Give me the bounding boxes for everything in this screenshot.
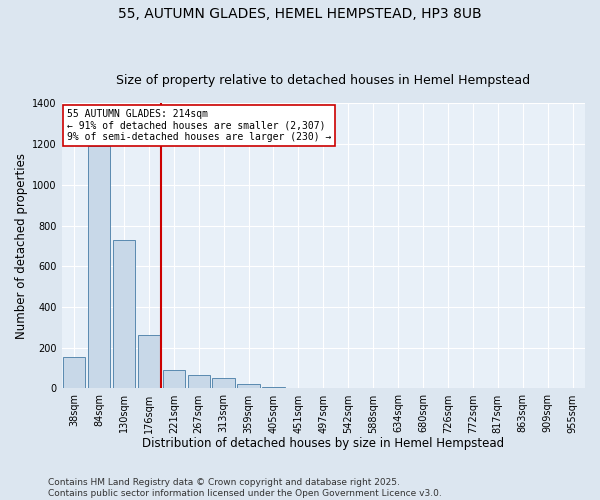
Text: 55, AUTUMN GLADES, HEMEL HEMPSTEAD, HP3 8UB: 55, AUTUMN GLADES, HEMEL HEMPSTEAD, HP3 … [118, 8, 482, 22]
Bar [238, 384, 260, 388]
Bar [113, 240, 135, 388]
Bar [63, 357, 85, 388]
Bar [163, 370, 185, 388]
Bar [137, 334, 160, 388]
Bar [212, 378, 235, 388]
Bar [188, 375, 210, 388]
Text: 55 AUTUMN GLADES: 214sqm
← 91% of detached houses are smaller (2,307)
9% of semi: 55 AUTUMN GLADES: 214sqm ← 91% of detach… [67, 109, 331, 142]
Bar [88, 146, 110, 388]
Text: Contains HM Land Registry data © Crown copyright and database right 2025.
Contai: Contains HM Land Registry data © Crown c… [48, 478, 442, 498]
Y-axis label: Number of detached properties: Number of detached properties [15, 153, 28, 339]
Title: Size of property relative to detached houses in Hemel Hempstead: Size of property relative to detached ho… [116, 74, 530, 87]
X-axis label: Distribution of detached houses by size in Hemel Hempstead: Distribution of detached houses by size … [142, 437, 505, 450]
